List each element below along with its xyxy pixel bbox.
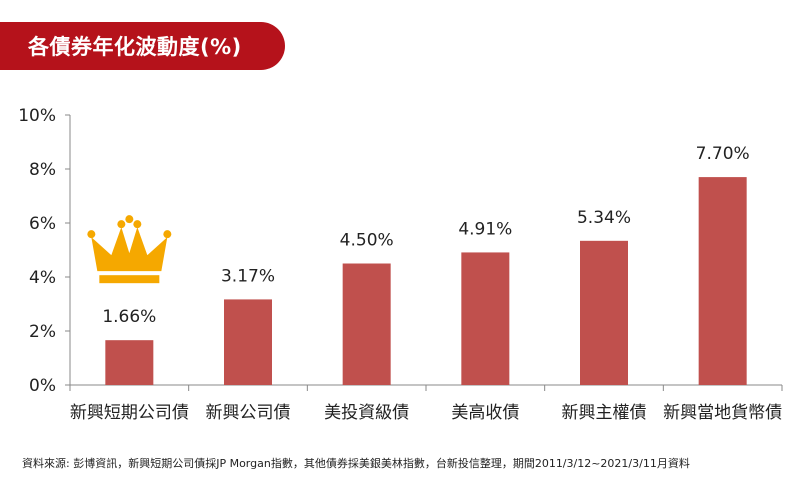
source-note: 資料來源: 彭博資訊，新興短期公司債採JP Morgan指數，其他債券採美銀美林… xyxy=(22,457,690,470)
bars xyxy=(105,177,747,385)
category-label: 新興當地貨幣債 xyxy=(663,403,782,423)
bar xyxy=(698,177,747,385)
chart-title: 各債券年化波動度(%) xyxy=(28,35,242,59)
data-label: 3.17% xyxy=(221,266,275,286)
category-labels: 新興短期公司債 新興公司債 美投資級債 美高收債 新興主權債 新興當地貨幣債 xyxy=(70,403,782,423)
category-label: 新興主權債 xyxy=(562,403,647,423)
bar-chart: 0% 2% 4% 6% 8% 10% 1.66% 3.17% 4.50% 4.91% 5.34% 7… xyxy=(18,106,783,423)
x-axis xyxy=(69,384,783,391)
bar xyxy=(342,263,391,385)
data-labels: 1.66% 3.17% 4.50% 4.91% 5.34% 7.70% xyxy=(102,144,749,327)
crown-icon xyxy=(87,215,172,284)
y-tick-label: 10% xyxy=(18,106,56,126)
y-axis: 0% 2% 4% 6% 8% 10% xyxy=(18,106,71,396)
data-label: 1.66% xyxy=(102,307,156,327)
title-banner: 各債券年化波動度(%) xyxy=(0,22,285,70)
y-tick-label: 8% xyxy=(29,160,56,180)
category-label: 新興短期公司債 xyxy=(70,403,189,423)
category-label: 美高收債 xyxy=(451,403,519,423)
y-tick-label: 0% xyxy=(29,376,56,396)
y-tick-label: 4% xyxy=(29,268,56,288)
category-label: 新興公司債 xyxy=(206,403,291,423)
data-label: 4.91% xyxy=(458,219,512,239)
bar xyxy=(105,340,154,385)
y-tick-label: 2% xyxy=(29,322,56,342)
bar xyxy=(580,240,628,385)
y-tick-label: 6% xyxy=(29,214,56,234)
data-label: 4.50% xyxy=(340,231,394,251)
data-label: 5.34% xyxy=(577,208,631,228)
bar xyxy=(461,252,510,385)
data-label: 7.70% xyxy=(696,144,750,164)
bar xyxy=(224,299,272,385)
category-label: 美投資級債 xyxy=(324,403,409,423)
